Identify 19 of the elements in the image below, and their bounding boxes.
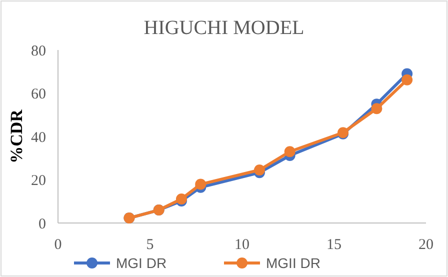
legend-label: MGII DR — [266, 254, 320, 271]
y-tick-label: 0 — [38, 216, 46, 232]
y-tick-label: 80 — [31, 43, 46, 60]
point — [402, 74, 413, 86]
y-tick-label: 60 — [31, 86, 46, 102]
y-tick-label: 20 — [31, 173, 46, 189]
point — [284, 146, 296, 158]
chart-title: HIGUCHI MODEL — [144, 17, 304, 39]
x-tick-label: 5 — [146, 237, 154, 253]
x-tick-label: 0 — [54, 237, 62, 253]
x-tick-label: 15 — [326, 237, 342, 253]
point — [371, 103, 382, 114]
y-axis-title: %CDR — [7, 108, 26, 164]
x-tick-label: 10 — [234, 237, 250, 253]
x-tick-label: 20 — [418, 237, 434, 253]
y-tick-label: 40 — [31, 130, 46, 146]
point — [254, 164, 265, 176]
point — [195, 178, 206, 190]
legend-label: MGI DR — [116, 254, 167, 271]
